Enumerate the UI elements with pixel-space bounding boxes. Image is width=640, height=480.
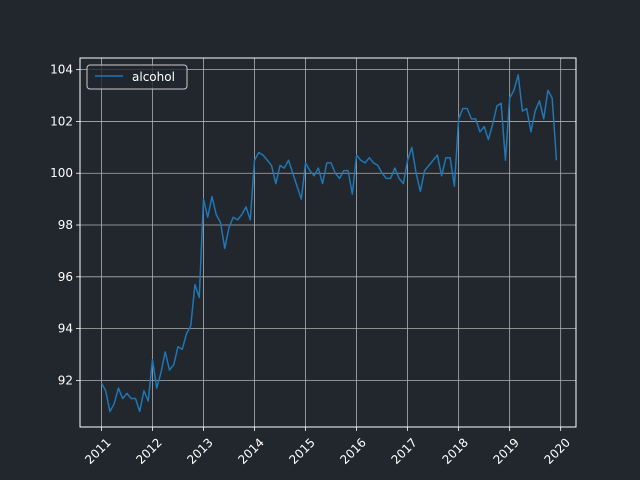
y-tick-label: 94: [58, 322, 73, 336]
y-tick-label: 96: [58, 270, 73, 284]
legend-box: [86, 64, 188, 90]
y-tick-label: 102: [50, 114, 73, 128]
series-line-alcohol: [100, 74, 558, 413]
legend: alcohol: [86, 64, 188, 90]
y-tick-label: 98: [58, 218, 73, 232]
y-axis: 92 94 96 98 100 102 104: [50, 63, 80, 387]
series-layer: [100, 74, 558, 413]
y-tick-label: 100: [50, 166, 73, 180]
y-tick-label: 92: [58, 373, 73, 387]
plot-frame: [79, 57, 577, 428]
legend-label: alcohol: [132, 70, 175, 84]
y-tick-label: 104: [50, 63, 73, 77]
